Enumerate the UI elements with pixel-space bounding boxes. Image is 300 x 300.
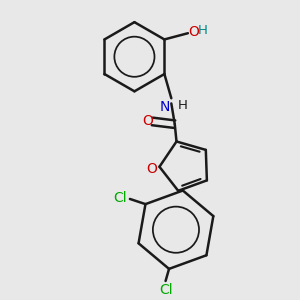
Text: H: H: [178, 99, 188, 112]
Text: Cl: Cl: [113, 191, 126, 205]
Text: Cl: Cl: [159, 283, 172, 297]
Text: H: H: [198, 24, 208, 37]
Text: O: O: [146, 161, 157, 176]
Text: O: O: [142, 114, 153, 128]
Text: N: N: [159, 100, 170, 114]
Text: O: O: [189, 25, 200, 39]
